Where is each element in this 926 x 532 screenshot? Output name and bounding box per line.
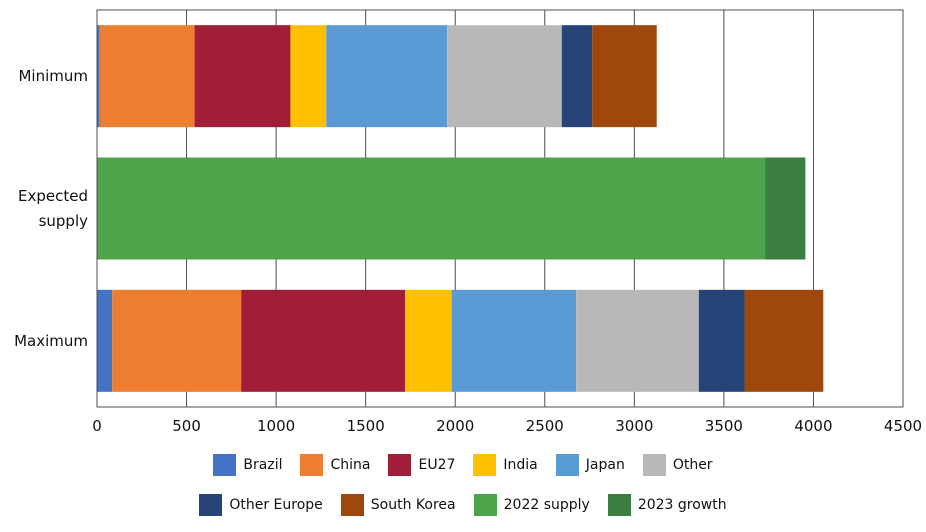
legend-swatch	[300, 454, 324, 476]
legend-item: 2022 supply	[473, 494, 590, 516]
legend-item: EU27	[388, 454, 455, 476]
bar-segment-0-7	[592, 25, 657, 128]
legend-label: Other	[672, 457, 713, 473]
x-tick-label-7: 3500	[705, 417, 743, 435]
plot-frame	[96, 9, 904, 408]
bars	[97, 25, 824, 392]
bar-segment-2-7	[744, 289, 824, 392]
legend-label: Other Europe	[229, 497, 323, 513]
bar-segment-0-1	[99, 25, 195, 128]
y-category-label-line: Expected	[18, 187, 88, 205]
legend: Brazil China EU27 India Japan Other Other Euro…	[0, 452, 926, 532]
legend-item: India	[473, 454, 538, 476]
bar-segment-1-8	[97, 157, 766, 260]
legend-label: Brazil	[243, 457, 283, 473]
legend-label: India	[503, 457, 538, 473]
bar-segment-2-2	[241, 289, 406, 392]
bar-segment-0-5	[447, 25, 562, 128]
bar-segment-0-4	[326, 25, 448, 128]
legend-label: Japan	[585, 457, 625, 473]
x-tick-label-8: 4000	[794, 417, 832, 435]
y-category-label-2: Maximum	[14, 332, 88, 350]
y-category-label-1: Expected supply	[18, 187, 88, 230]
legend-swatch	[555, 454, 579, 476]
legend-label: South Korea	[370, 497, 456, 513]
x-tick-label-2: 1000	[257, 417, 295, 435]
bar-segment-0-2	[194, 25, 291, 128]
legend-item: Brazil	[213, 454, 282, 476]
legend-row: Other Europe South Korea 2022 supply 2023 g…	[0, 492, 926, 518]
legend-item: Other	[642, 454, 713, 476]
y-axis-category-labels: Minimum Expected supply Maximum	[14, 67, 88, 350]
legend-item: 2023 growth	[607, 494, 727, 516]
y-category-label-line: supply	[39, 212, 89, 230]
bar-segment-2-0	[97, 289, 113, 392]
legend-item: China	[300, 454, 370, 476]
x-tick-label-1: 500	[172, 417, 201, 435]
legend-swatch	[642, 454, 666, 476]
legend-label: 2022 supply	[503, 497, 590, 513]
legend-item: Japan	[555, 454, 625, 476]
bar-segment-0-6	[561, 25, 593, 128]
bar-segment-2-5	[576, 289, 699, 392]
bar-segment-2-6	[698, 289, 745, 392]
bar-segment-2-3	[405, 289, 452, 392]
legend-row: Brazil China EU27 India Japan Other	[0, 452, 926, 478]
bar-segment-1-9	[765, 157, 806, 260]
x-axis-tick-labels: 0 500 1000 1500 2000 2500 3000 3500 4000 4500	[92, 417, 922, 435]
bar-chart-plot: 0 500 1000 1500 2000 2500 3000 3500 4000 4500 Min…	[14, 9, 922, 435]
legend-swatch	[607, 494, 631, 516]
legend-item: Other Europe	[199, 494, 323, 516]
legend-swatch	[388, 454, 412, 476]
legend-item: South Korea	[340, 494, 456, 516]
x-tick-label-6: 3000	[615, 417, 653, 435]
y-category-label-0: Minimum	[18, 67, 88, 85]
legend-label: EU27	[418, 457, 456, 473]
x-tick-label-4: 2000	[436, 417, 474, 435]
bar-segment-0-3	[290, 25, 327, 128]
bar-segment-2-4	[451, 289, 577, 392]
x-tick-label-5: 2500	[526, 417, 564, 435]
legend-swatch	[213, 454, 237, 476]
legend-swatch	[340, 494, 364, 516]
y-category-label-line: Minimum	[18, 67, 88, 85]
y-category-label-line: Maximum	[14, 332, 88, 350]
plot-border	[96, 9, 904, 408]
legend-swatch	[199, 494, 223, 516]
bar-segment-2-1	[112, 289, 242, 392]
x-tick-label-9: 4500	[884, 417, 922, 435]
x-tick-label-0: 0	[92, 417, 102, 435]
legend-swatch	[473, 494, 497, 516]
legend-label: 2023 growth	[637, 497, 727, 513]
x-tick-label-3: 1500	[347, 417, 385, 435]
legend-label: China	[330, 457, 371, 473]
legend-swatch	[473, 454, 497, 476]
bar-segment-0-0	[97, 25, 100, 128]
